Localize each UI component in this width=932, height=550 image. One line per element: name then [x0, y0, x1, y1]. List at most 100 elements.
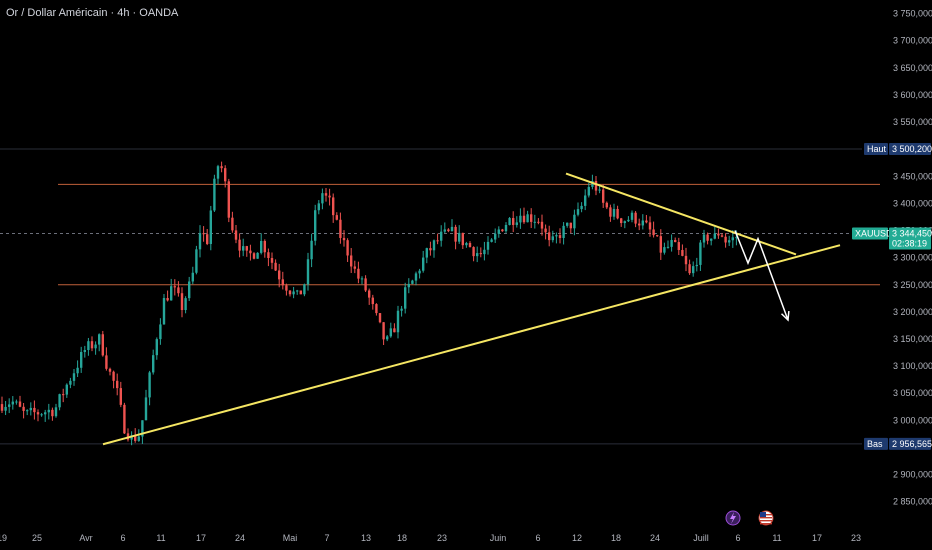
y-tick-label: 2 850,000: [893, 497, 932, 507]
event-icons[interactable]: [725, 510, 774, 526]
candle: [659, 236, 662, 253]
candle: [695, 264, 698, 267]
candle: [54, 407, 58, 417]
low-tag-value: 2 956,565: [892, 439, 932, 449]
candle: [425, 248, 428, 258]
candle: [407, 283, 410, 288]
candle: [152, 355, 155, 373]
candle: [116, 380, 119, 389]
candle: [166, 298, 169, 301]
high-tag: Haut 3 500,200: [864, 143, 932, 156]
x-tick-label: 19: [0, 533, 7, 543]
candle: [656, 235, 659, 237]
candle: [339, 219, 342, 238]
low-tag-value-bg: [889, 437, 931, 450]
candle: [119, 388, 122, 405]
candle: [346, 240, 349, 256]
x-tick-label: 18: [611, 533, 621, 543]
x-tick-label: 11: [772, 533, 781, 543]
candle: [472, 247, 475, 257]
x-tick-label: Mai: [283, 533, 298, 543]
candle: [612, 208, 616, 217]
candle: [11, 401, 14, 405]
candle: [285, 285, 288, 291]
candle: [461, 232, 464, 246]
symbol-tag: XAUUSD: [855, 229, 893, 239]
y-tick-label: 3 400,000: [893, 198, 932, 208]
candle: [357, 268, 360, 279]
us-flag-stripe: [760, 517, 772, 519]
candle: [558, 235, 562, 238]
x-tick-label: 17: [812, 533, 822, 543]
candle: [526, 214, 529, 223]
candle: [375, 304, 378, 314]
projection-arrow[interactable]: [734, 230, 790, 322]
candle: [497, 229, 500, 234]
candle: [580, 205, 583, 210]
candle: [314, 210, 317, 241]
candle: [353, 266, 356, 269]
low-tag-label: Bas: [867, 439, 883, 449]
candle: [368, 290, 371, 298]
candle: [173, 286, 176, 288]
countdown: 02:38:19: [892, 239, 927, 249]
candle: [584, 195, 587, 206]
candle: [504, 224, 508, 232]
candle: [231, 217, 234, 231]
high-tag-value-bg: [889, 143, 931, 156]
candle: [522, 215, 526, 223]
lightning-icon[interactable]: [725, 510, 741, 526]
candle: [706, 234, 709, 241]
candle: [544, 228, 547, 233]
candle: [198, 233, 202, 250]
candle: [609, 207, 612, 217]
x-tick-label: 24: [650, 533, 660, 543]
candle: [670, 240, 673, 247]
y-tick-label: 3 100,000: [893, 361, 932, 371]
candle: [141, 420, 144, 437]
candle: [717, 233, 720, 236]
y-tick-label: 3 300,000: [893, 253, 932, 263]
candle: [224, 168, 227, 182]
candle: [98, 334, 101, 345]
candle: [645, 220, 648, 223]
x-axis[interactable]: 19 25 Avr 6 11 17 24 Mai 7 13 18 23 Juin 6 12 18 24 Juill…: [0, 533, 861, 543]
candle: [393, 328, 396, 333]
candle: [479, 253, 482, 255]
candle: [270, 258, 274, 263]
candle: [188, 281, 191, 299]
candle: [83, 350, 86, 353]
candle: [144, 397, 148, 421]
candles-layer: [0, 161, 738, 446]
candle: [411, 280, 414, 284]
candle: [364, 278, 367, 291]
candle: [321, 193, 324, 204]
candle: [414, 273, 418, 281]
x-tick-label: 25: [32, 533, 42, 543]
us-flag-icon[interactable]: [758, 510, 774, 526]
y-tick-label: 3 250,000: [893, 280, 932, 290]
projection-arrow-head: [781, 310, 790, 322]
candle: [713, 233, 716, 239]
candle: [702, 234, 706, 243]
candle: [630, 212, 634, 220]
candle: [540, 221, 544, 229]
candle: [26, 410, 29, 412]
candle: [80, 352, 83, 368]
candle: [22, 406, 25, 411]
candle: [234, 230, 238, 240]
y-tick-label: 3 550,000: [893, 117, 932, 127]
candle: [490, 239, 493, 242]
support-trendline[interactable]: [102, 244, 841, 446]
candle: [299, 290, 302, 295]
candle: [731, 237, 734, 241]
low-tag-label-bg: [864, 437, 888, 450]
candle: [47, 409, 50, 413]
candle: [288, 290, 292, 295]
projection-arrow-path[interactable]: [734, 230, 789, 321]
candle: [468, 243, 472, 248]
candle: [418, 270, 421, 274]
candle: [267, 252, 270, 259]
candle: [29, 407, 32, 411]
